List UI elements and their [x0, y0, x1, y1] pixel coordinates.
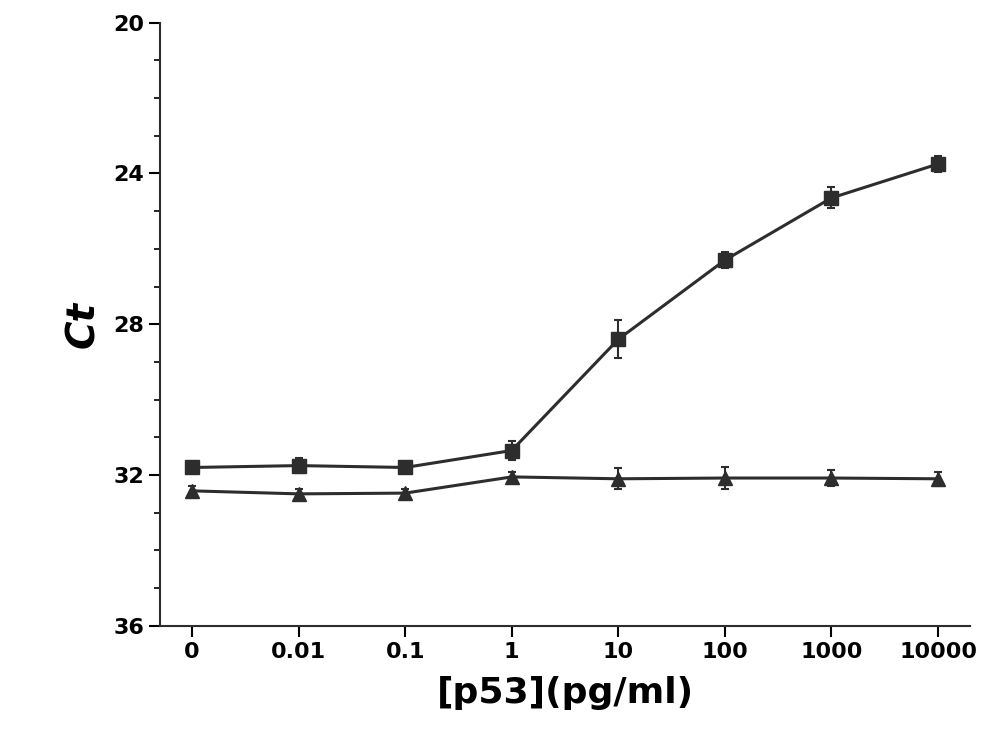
Y-axis label: Ct: Ct: [64, 301, 102, 348]
X-axis label: [p53](pg/ml): [p53](pg/ml): [436, 676, 694, 710]
